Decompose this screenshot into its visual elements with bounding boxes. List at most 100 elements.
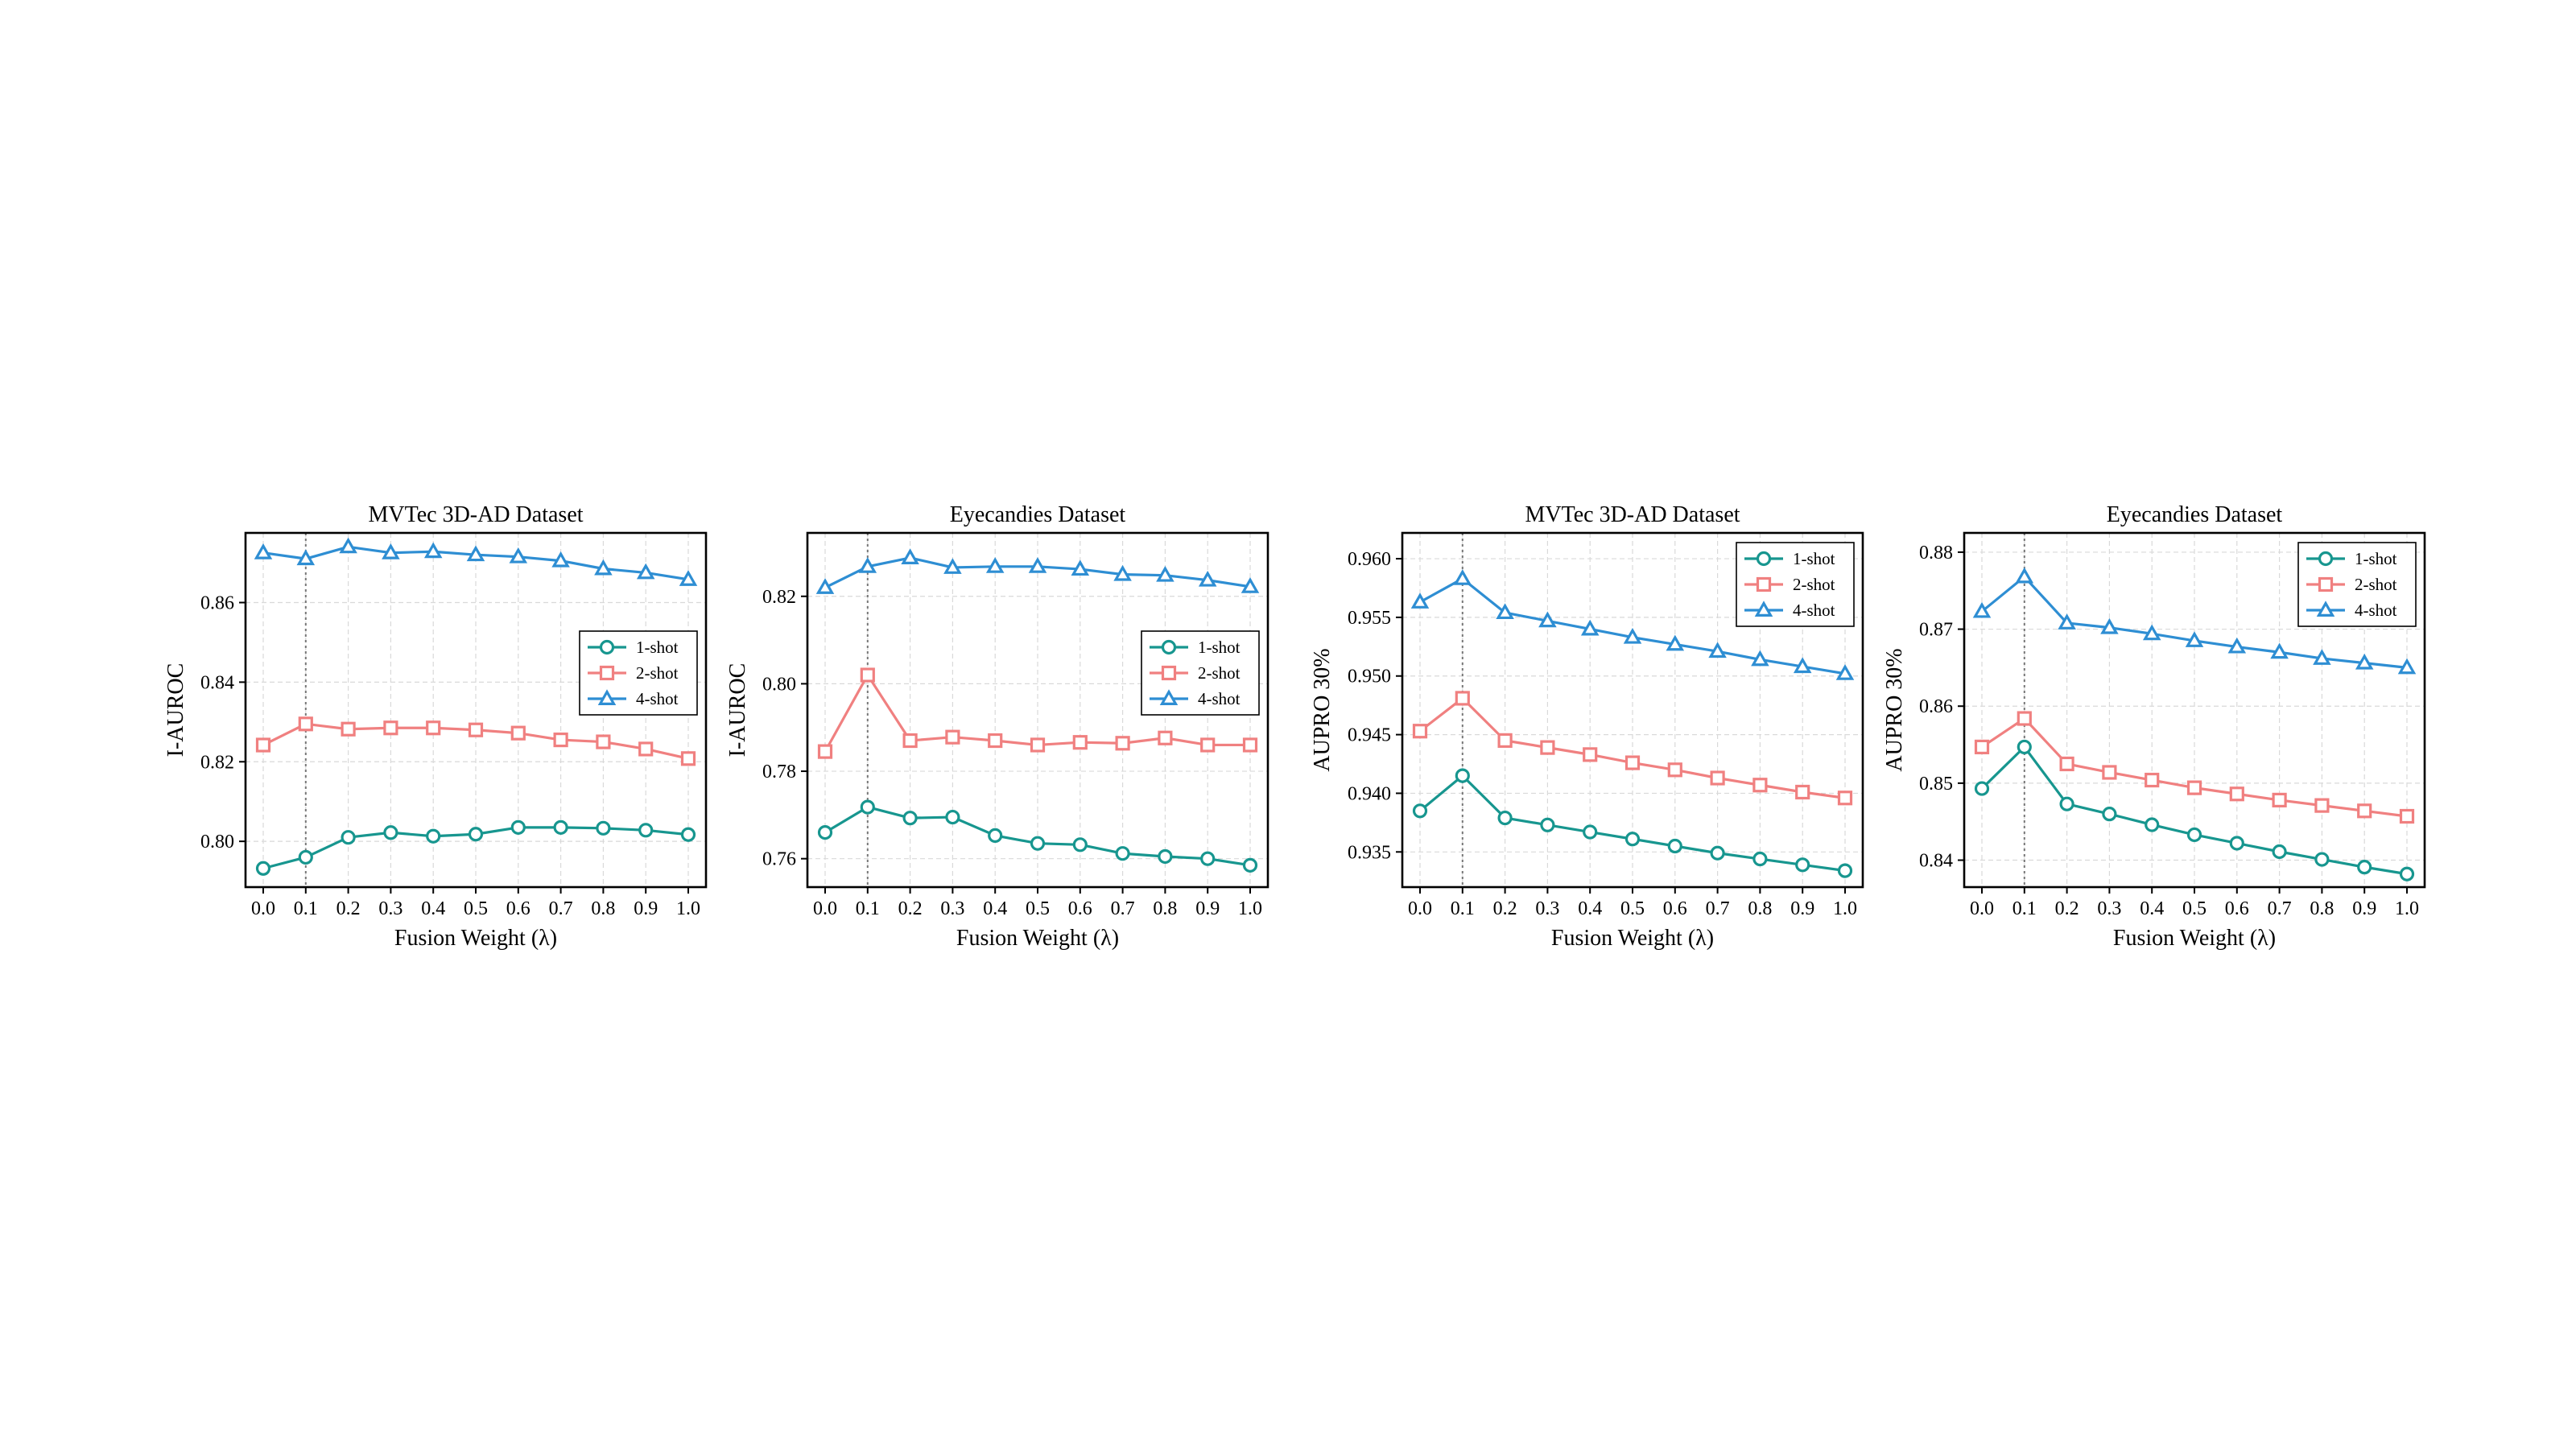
data-point-1-shot xyxy=(1072,837,1088,852)
data-point-1-shot xyxy=(988,828,1003,844)
x-tick-label: 0.2 xyxy=(1493,898,1517,919)
data-point-4-shot xyxy=(2227,637,2247,654)
x-tick-label: 0.6 xyxy=(1068,898,1092,919)
data-point-4-shot xyxy=(509,547,528,564)
legend-marker xyxy=(599,639,615,655)
data-point-2-shot xyxy=(638,741,654,757)
data-point-4-shot xyxy=(1453,569,1472,585)
data-point-1-shot xyxy=(1667,838,1682,854)
x-axis-label: Fusion Weight (λ) xyxy=(1551,926,1714,951)
legend-marker xyxy=(597,689,617,705)
x-tick-label: 0.3 xyxy=(378,898,402,919)
data-point-4-shot xyxy=(1496,603,1514,620)
data-point-4-shot xyxy=(2313,649,2331,665)
legend-label: 1-shot xyxy=(1198,638,1241,657)
data-point-1-shot xyxy=(2017,739,2032,755)
data-point-4-shot xyxy=(382,543,400,559)
data-point-4-shot xyxy=(1835,664,1855,680)
data-point-2-shot xyxy=(2017,711,2032,726)
data-point-2-shot xyxy=(817,744,833,759)
data-point-1-shot xyxy=(468,827,484,842)
x-tick-label: 0.4 xyxy=(2140,898,2164,919)
data-point-4-shot xyxy=(858,557,877,573)
legend-marker xyxy=(1754,601,1773,617)
data-point-2-shot xyxy=(988,733,1003,749)
legend-label: 1-shot xyxy=(1793,549,1835,568)
x-axis-label: Fusion Weight (λ) xyxy=(2113,926,2276,951)
data-point-4-shot xyxy=(2100,617,2119,634)
x-tick-label: 1.0 xyxy=(1833,898,1857,919)
data-point-1-shot xyxy=(2059,796,2074,811)
data-point-2-shot xyxy=(1412,724,1428,739)
data-point-2-shot xyxy=(2186,780,2202,795)
legend-entry-2-shot: 2-shot xyxy=(2306,575,2397,594)
data-point-4-shot xyxy=(1241,577,1260,593)
data-point-1-shot xyxy=(510,819,526,835)
y-tick-label: 0.960 xyxy=(1348,549,1391,570)
data-point-1-shot xyxy=(1497,810,1513,826)
data-point-2-shot xyxy=(1497,733,1513,748)
x-tick-label: 0.9 xyxy=(634,898,658,919)
legend-label: 2-shot xyxy=(636,663,679,683)
legend-label: 1-shot xyxy=(636,638,679,657)
legend-marker xyxy=(1161,665,1177,681)
data-point-1-shot xyxy=(2272,844,2287,860)
data-point-4-shot xyxy=(1156,565,1174,582)
data-point-1-shot xyxy=(1030,836,1046,851)
data-point-2-shot xyxy=(510,725,526,741)
chart-panel-2: 0.0 0.1 0.2 0.3 0.4 0.5 0.6 0.7 0.8 0.9 1.0 0.76 0.7… xyxy=(725,502,1269,951)
y-tick-label: 0.76 xyxy=(762,849,796,870)
x-tick-label: 0.0 xyxy=(1408,898,1432,919)
legend-entry-1-shot: 1-shot xyxy=(1150,638,1241,657)
legend-label: 2-shot xyxy=(2355,575,2397,594)
data-point-1-shot xyxy=(1795,857,1810,873)
chart-title: Eyecandies Dataset xyxy=(2107,502,2283,527)
y-axis-label: I-AUROC xyxy=(725,663,750,758)
data-point-1-shot xyxy=(596,820,611,836)
data-point-1-shot xyxy=(341,830,356,845)
x-tick-label: 0.7 xyxy=(1706,898,1730,919)
x-tick-label: 0.3 xyxy=(2097,898,2121,919)
data-point-2-shot xyxy=(1837,791,1853,806)
series-4-shot xyxy=(815,548,1260,594)
legend-entry-2-shot: 2-shot xyxy=(1744,575,1835,594)
data-point-4-shot xyxy=(1198,570,1217,587)
data-point-1-shot xyxy=(945,809,960,825)
data-point-1-shot xyxy=(2399,866,2415,881)
legend-label: 4-shot xyxy=(1198,689,1241,708)
x-tick-label: 0.7 xyxy=(549,898,573,919)
data-point-4-shot xyxy=(1580,619,1600,636)
data-point-1-shot xyxy=(902,811,918,826)
data-point-2-shot xyxy=(341,721,356,737)
data-point-2-shot xyxy=(1667,762,1682,778)
data-point-2-shot xyxy=(298,716,313,732)
data-point-4-shot xyxy=(1708,642,1727,658)
y-tick-label: 0.84 xyxy=(1919,851,1953,872)
data-point-2-shot xyxy=(2145,772,2160,788)
data-point-2-shot xyxy=(1710,770,1725,786)
legend-entry-2-shot: 2-shot xyxy=(588,663,679,683)
x-tick-label: 0.2 xyxy=(336,898,361,919)
series-4-shot xyxy=(1972,567,2417,675)
data-point-2-shot xyxy=(860,667,875,683)
data-point-4-shot xyxy=(1028,557,1047,573)
x-tick-label: 0.9 xyxy=(1195,898,1220,919)
data-point-4-shot xyxy=(2015,567,2034,584)
data-point-1-shot xyxy=(1624,832,1641,847)
data-point-2-shot xyxy=(1455,691,1470,706)
x-tick-label: 0.9 xyxy=(2352,898,2376,919)
legend-marker xyxy=(1756,551,1772,567)
y-tick-label: 0.940 xyxy=(1348,783,1391,804)
x-tick-label: 0.5 xyxy=(1620,898,1645,919)
data-point-4-shot xyxy=(2270,642,2289,659)
data-point-4-shot xyxy=(1793,657,1812,674)
chart-panel-3: 0.0 0.1 0.2 0.3 0.4 0.5 0.6 0.7 0.8 0.9 1.0 0.935 0.… xyxy=(1310,502,1864,951)
legend-entry-4-shot: 4-shot xyxy=(1744,601,1835,620)
data-point-4-shot xyxy=(1623,627,1642,644)
x-tick-label: 0.8 xyxy=(2310,898,2334,919)
y-tick-label: 0.86 xyxy=(200,593,234,614)
legend-entry-1-shot: 1-shot xyxy=(1744,549,1835,568)
x-tick-label: 0.2 xyxy=(898,898,923,919)
data-point-2-shot xyxy=(2314,798,2330,813)
